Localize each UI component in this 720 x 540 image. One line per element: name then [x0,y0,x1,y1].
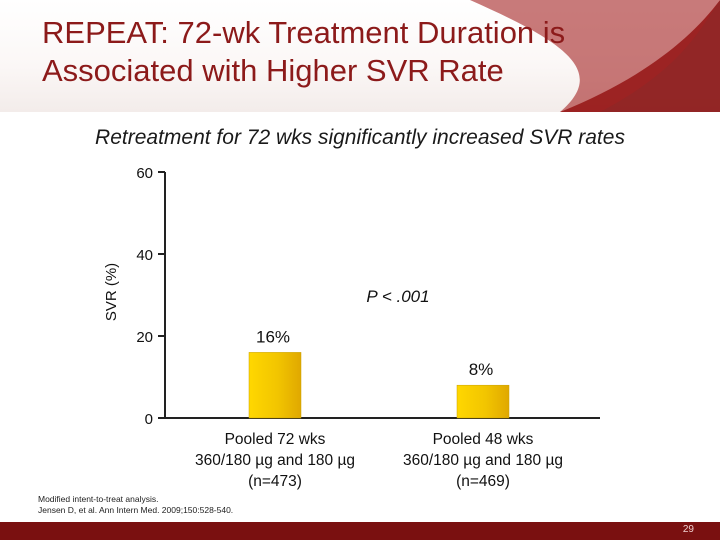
x-category-label: 360/180 µg and 180 µg [403,452,563,469]
slide-title: REPEAT: 72-wk Treatment Duration is Asso… [42,14,692,90]
bars: 16% 8% [248,327,510,419]
bar-value-label: 8% [469,360,494,379]
title-line-1: REPEAT: 72-wk Treatment Duration is [42,15,566,50]
p-value-annotation: P < .001 [366,287,429,306]
slide-subtitle: Retreatment for 72 wks significantly inc… [95,126,625,149]
bar [456,384,510,419]
x-category-label: 360/180 µg and 180 µg [195,452,355,469]
footnote: Modified intent-to-treat analysis. Jense… [38,494,233,516]
y-tick-label: 60 [136,165,153,182]
bar-value-label: 16% [256,327,290,346]
header-swoosh [430,0,720,112]
y-ticks: 60 40 20 0 [136,165,165,428]
y-axis-label: SVR (%) [103,263,120,321]
x-category-label: (n=469) [456,473,510,490]
footnote-analysis: Modified intent-to-treat analysis. [38,494,159,504]
x-category-label: (n=473) [248,473,302,490]
x-category-label: Pooled 72 wks [225,431,326,448]
x-category-labels: Pooled 72 wks 360/180 µg and 180 µg (n=473… [195,431,563,490]
title-line-2: Associated with Higher SVR Rate [42,53,504,88]
y-tick-label: 40 [136,247,153,264]
footnote-citation: Jensen D, et al. Ann Intern Med. 2009;15… [38,505,234,515]
y-tick-label: 20 [136,329,153,346]
x-category-label: Pooled 48 wks [433,431,534,448]
slide-header: REPEAT: 72-wk Treatment Duration is Asso… [0,0,720,112]
y-tick-label: 0 [145,411,153,428]
page-number: 29 [682,524,694,535]
footer-bar [0,522,720,540]
bar [248,352,302,419]
chart-axes [164,172,600,419]
